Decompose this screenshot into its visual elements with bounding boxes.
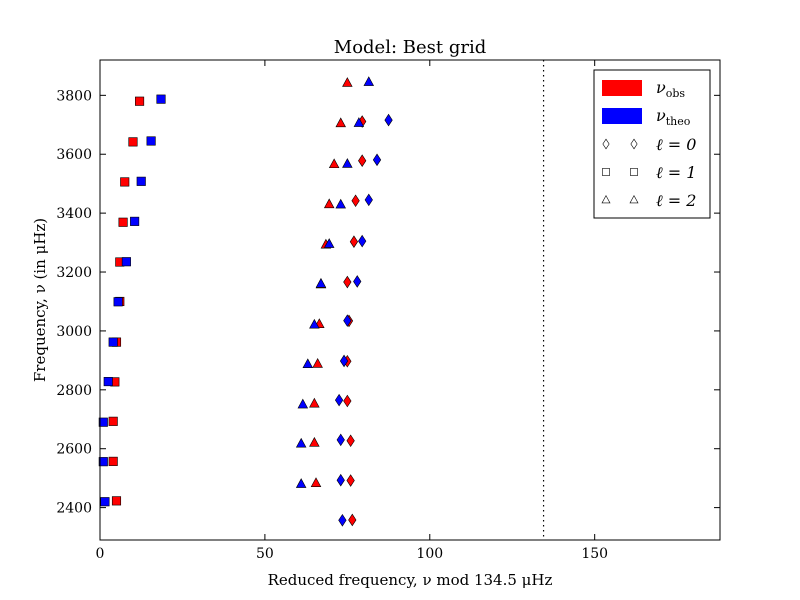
theo-l0-diamond-point bbox=[384, 113, 393, 127]
obs-l0-diamond-point bbox=[346, 474, 355, 487]
theo-l0-diamond-point bbox=[353, 275, 362, 288]
theo-l0-diamond-point bbox=[343, 314, 352, 327]
legend-diamond-marker-b bbox=[630, 138, 638, 150]
obs-l1-square-point bbox=[135, 96, 145, 106]
theo-l1-square-point bbox=[103, 377, 113, 387]
legend-label-square: ℓ = 1 bbox=[656, 163, 696, 182]
obs-l2-triangle-point bbox=[312, 358, 323, 368]
obs-l0-diamond-point bbox=[343, 275, 352, 289]
theo-l2-triangle-point bbox=[295, 478, 307, 488]
obs-l2-triangle-point bbox=[309, 436, 320, 447]
theo-l0-diamond-point bbox=[338, 513, 347, 527]
obs-l1-square-point bbox=[108, 416, 118, 426]
theo-l1-square-point bbox=[98, 417, 108, 427]
x-tick-label: 100 bbox=[416, 546, 443, 562]
theo-l1-square-point bbox=[100, 497, 110, 507]
theo-l1-square-point bbox=[113, 297, 123, 307]
legend-triangle-marker-b bbox=[629, 194, 639, 204]
theo-l1-square-point bbox=[156, 94, 166, 104]
obs-l2-triangle-point bbox=[335, 117, 346, 128]
theo-l2-triangle-point bbox=[353, 117, 365, 127]
obs-l1-square-point bbox=[120, 177, 130, 187]
theo-l2-triangle-point bbox=[363, 76, 375, 86]
obs-l0-diamond-point bbox=[351, 194, 360, 208]
legend-square-marker-b bbox=[630, 168, 638, 176]
y-axis-label: Frequency, ν (in μHz) bbox=[31, 218, 49, 382]
y-tick-label: 2600 bbox=[56, 442, 92, 458]
obs-l2-triangle-point bbox=[310, 477, 322, 487]
y-tick-label: 3600 bbox=[56, 147, 92, 163]
theo-l2-triangle-point bbox=[309, 318, 320, 329]
obs-l0-diamond-point bbox=[346, 434, 355, 448]
x-axis-label: Reduced frequency, ν mod 134.5 μHz bbox=[268, 571, 553, 589]
theo-l1-square-point bbox=[121, 257, 131, 267]
theo-l0-diamond-point bbox=[364, 193, 373, 207]
theo-l2-triangle-point bbox=[295, 437, 307, 448]
obs-l0-diamond-point bbox=[348, 513, 357, 527]
theo-l1-square-point bbox=[146, 136, 156, 146]
legend-diamond-marker-a bbox=[602, 138, 610, 150]
legend-swatch-obs bbox=[602, 80, 642, 96]
theo-l1-square-point bbox=[130, 216, 140, 226]
y-tick-label: 3200 bbox=[56, 265, 92, 281]
obs-l2-triangle-point bbox=[323, 198, 335, 209]
obs-l2-triangle-point bbox=[328, 158, 340, 169]
obs-l1-square-point bbox=[111, 496, 122, 506]
obs-l0-diamond-point bbox=[349, 235, 359, 248]
legend-label-diamond: ℓ = 0 bbox=[656, 135, 696, 154]
y-tick-label: 2400 bbox=[56, 501, 92, 517]
y-tick-label: 3000 bbox=[56, 324, 92, 340]
data-marks bbox=[98, 76, 393, 527]
theo-l1-square-point bbox=[136, 176, 146, 186]
y-tick-label: 3800 bbox=[56, 88, 92, 104]
theo-l2-triangle-point bbox=[315, 277, 327, 288]
x-tick-label: 0 bbox=[96, 546, 105, 562]
theo-l1-square-point bbox=[98, 457, 108, 467]
obs-l1-square-point bbox=[108, 456, 118, 466]
theo-l2-triangle-point bbox=[323, 238, 335, 248]
legend-label-triangle: ℓ = 2 bbox=[656, 191, 696, 210]
theo-l1-square-point bbox=[108, 337, 118, 347]
theo-l0-diamond-point bbox=[339, 354, 349, 368]
y-tick-label: 2800 bbox=[56, 383, 92, 399]
obs-l0-diamond-point bbox=[343, 394, 352, 408]
axes: 0 50 100 150 2400 2600 2800 3000 3200 3400 3600 380… bbox=[56, 60, 720, 562]
legend-square-marker-a bbox=[602, 168, 610, 176]
theo-l0-diamond-point bbox=[334, 393, 344, 407]
y-tick-label: 3400 bbox=[56, 206, 92, 222]
theo-l2-triangle-point bbox=[335, 198, 346, 209]
theo-l0-diamond-point bbox=[372, 153, 382, 167]
plot-frame bbox=[99, 59, 721, 541]
x-tick-label: 50 bbox=[256, 546, 274, 562]
legend-frame bbox=[593, 69, 711, 219]
obs-l0-diamond-point bbox=[358, 154, 367, 168]
obs-l1-square-point bbox=[118, 217, 128, 227]
obs-l2-triangle-point bbox=[309, 397, 320, 408]
legend-triangle-marker-a bbox=[601, 194, 611, 204]
theo-l0-diamond-point bbox=[336, 433, 345, 447]
theo-l0-diamond-point bbox=[336, 473, 345, 487]
theo-l2-triangle-point bbox=[297, 398, 309, 409]
obs-l2-triangle-point bbox=[342, 77, 353, 87]
theo-l0-diamond-point bbox=[358, 234, 367, 248]
chart-title: Model: Best grid bbox=[334, 37, 486, 58]
obs-l1-square-point bbox=[128, 137, 138, 147]
x-tick-label: 150 bbox=[581, 546, 608, 562]
legend-swatch-theo bbox=[602, 108, 642, 124]
theo-l2-triangle-point bbox=[302, 358, 314, 368]
theo-l2-triangle-point bbox=[342, 158, 353, 168]
